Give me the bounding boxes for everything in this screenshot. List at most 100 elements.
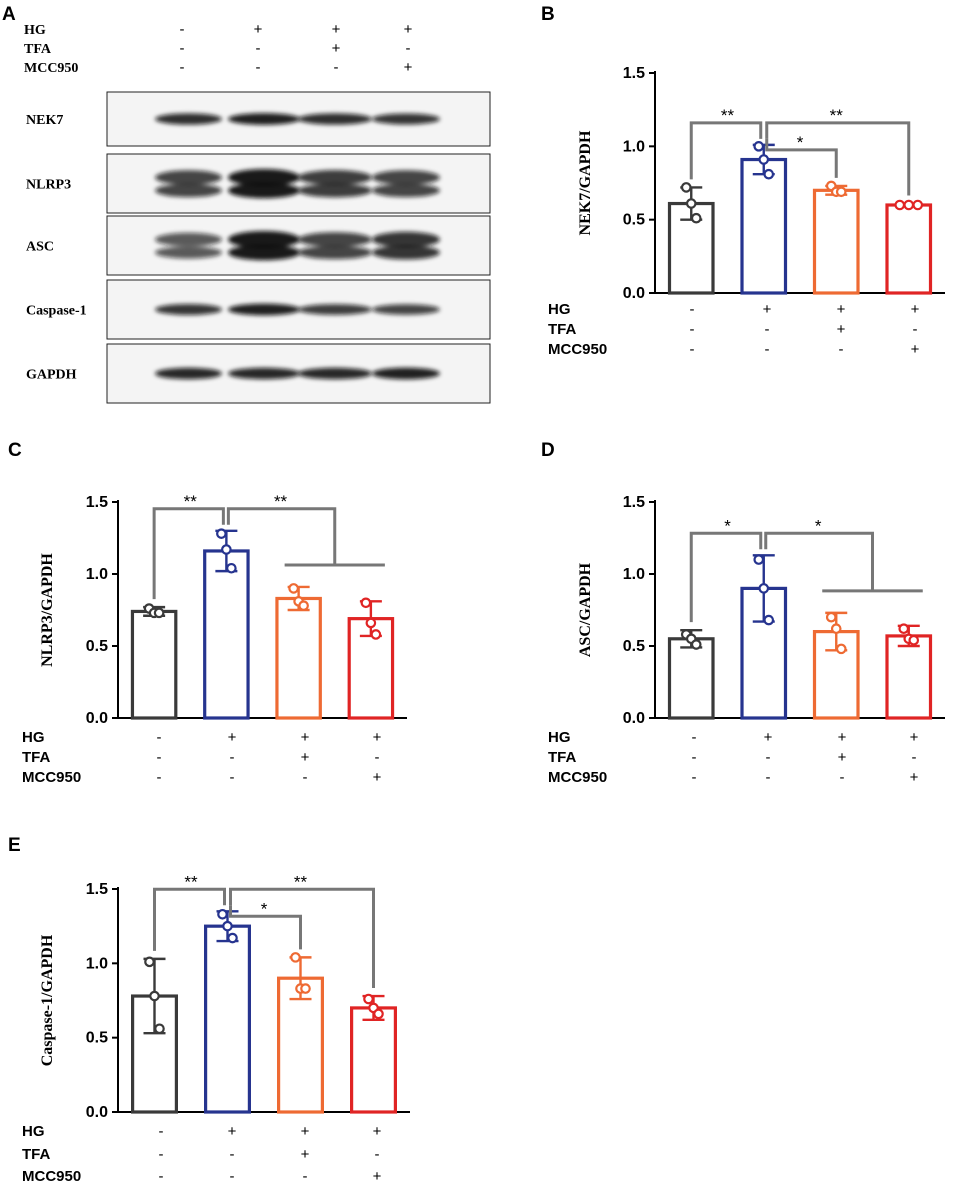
condition-symbol: -: [375, 1146, 380, 1163]
data-point: [685, 198, 697, 209]
condition-symbol: -: [840, 769, 845, 786]
bar: [350, 1006, 398, 1114]
condition-symbol: +: [373, 1168, 382, 1185]
significance-label: *: [724, 516, 731, 535]
condition-symbol: +: [911, 341, 920, 358]
y-tick-label: 0.5: [623, 212, 645, 229]
blot-band: [228, 367, 300, 380]
blot-band: [372, 113, 440, 125]
y-axis-label: NEK7/GAPDH: [577, 130, 594, 235]
blot-band-lower: [155, 246, 222, 259]
blot-band-lower: [372, 183, 440, 198]
blot-condition-symbol: -: [256, 59, 261, 76]
condition-symbol: -: [765, 341, 770, 358]
blot-strip: [106, 215, 491, 276]
western-blot-panel: A HG - + + + TFA - - + - MCC950 - - - + NEK7 NLRP3 ASC Casp…: [2, 4, 491, 404]
condition-symbol: +: [228, 1123, 237, 1140]
y-axis-label: ASC/GAPDH: [577, 562, 594, 657]
y-tick-label: 1.5: [86, 881, 108, 898]
condition-symbol: -: [157, 749, 162, 766]
data-point: [290, 952, 301, 963]
blot-condition-label: HG: [24, 23, 46, 38]
y-tick-label: 1.0: [623, 566, 645, 583]
blot-condition-symbol: -: [180, 40, 185, 57]
blot-band-main: [298, 113, 372, 125]
blot-band-lower: [155, 183, 222, 198]
data-point: [758, 154, 770, 165]
significance-label: **: [184, 492, 198, 511]
condition-label: MCC950: [548, 341, 607, 358]
condition-symbol: -: [912, 749, 917, 766]
blot-band-main: [298, 304, 372, 315]
condition-label: TFA: [22, 749, 50, 766]
condition-symbol: +: [837, 321, 846, 338]
condition-label: TFA: [548, 321, 576, 338]
data-point: [830, 623, 842, 635]
significance-brackets: ** **: [152, 492, 385, 600]
blot-condition-symbol: -: [180, 21, 185, 38]
condition-symbol: -: [159, 1123, 164, 1140]
bar: [204, 924, 252, 1114]
blot-condition-symbol: +: [332, 21, 341, 38]
blot-band: [298, 170, 372, 198]
blot-band-main: [228, 303, 300, 316]
blot-condition-symbol: +: [404, 21, 413, 38]
blot-band-upper: [372, 170, 440, 185]
condition-symbol: -: [913, 321, 918, 338]
blot-condition-symbol: -: [180, 59, 185, 76]
data-point: [898, 623, 910, 635]
significance-label: **: [294, 872, 308, 891]
blot-band: [228, 303, 300, 316]
significance-label: **: [830, 106, 844, 125]
blot-band: [228, 169, 300, 199]
blot-band: [372, 231, 440, 260]
blot-condition-symbol: +: [254, 21, 263, 38]
condition-symbol: +: [838, 749, 847, 766]
blot-band-main: [372, 367, 440, 380]
significance-brackets: *****: [689, 106, 911, 196]
condition-symbol: -: [692, 749, 697, 766]
significance-label: **: [184, 872, 198, 891]
condition-symbol: +: [911, 301, 920, 318]
blot-condition-symbol: +: [404, 59, 413, 76]
y-tick-label: 0.0: [86, 1104, 108, 1121]
blot-band: [372, 304, 440, 315]
y-axis-label: NLRP3/GAPDH: [39, 553, 56, 667]
blot-band-main: [155, 304, 222, 315]
y-axis-label: Caspase-1/GAPDH: [39, 934, 56, 1066]
data-point: [288, 583, 299, 594]
data-point: [373, 1008, 384, 1020]
data-point: [690, 212, 702, 224]
y-tick-label: 0.5: [86, 638, 108, 655]
condition-label: HG: [22, 1123, 45, 1140]
blot-band-main: [228, 367, 300, 380]
blot-band-main: [228, 113, 300, 125]
blot-band-label: NLRP3: [26, 178, 71, 193]
y-tick-label: 0.0: [623, 285, 645, 302]
condition-label: HG: [548, 729, 571, 746]
condition-symbol: -: [303, 769, 308, 786]
bar: [667, 637, 715, 720]
data-point: [217, 908, 228, 920]
condition-symbol: -: [690, 341, 695, 358]
blot-band: [155, 113, 222, 125]
condition-label: MCC950: [22, 1168, 81, 1185]
blot-band-upper: [228, 231, 300, 248]
significance-label: *: [261, 899, 268, 918]
blot-band-lower: [298, 245, 372, 260]
y-tick-label: 1.0: [623, 138, 645, 155]
condition-symbol: -: [375, 749, 380, 766]
blot-condition-symbol: -: [256, 40, 261, 57]
condition-symbol: -: [690, 301, 695, 318]
data-point: [825, 611, 837, 623]
condition-symbol: +: [301, 1146, 310, 1163]
condition-symbol: -: [765, 321, 770, 338]
condition-symbol: -: [230, 1168, 235, 1185]
y-tick-label: 1.5: [623, 65, 645, 82]
condition-symbol: +: [373, 1123, 382, 1140]
panel-letter-a: A: [2, 4, 16, 25]
